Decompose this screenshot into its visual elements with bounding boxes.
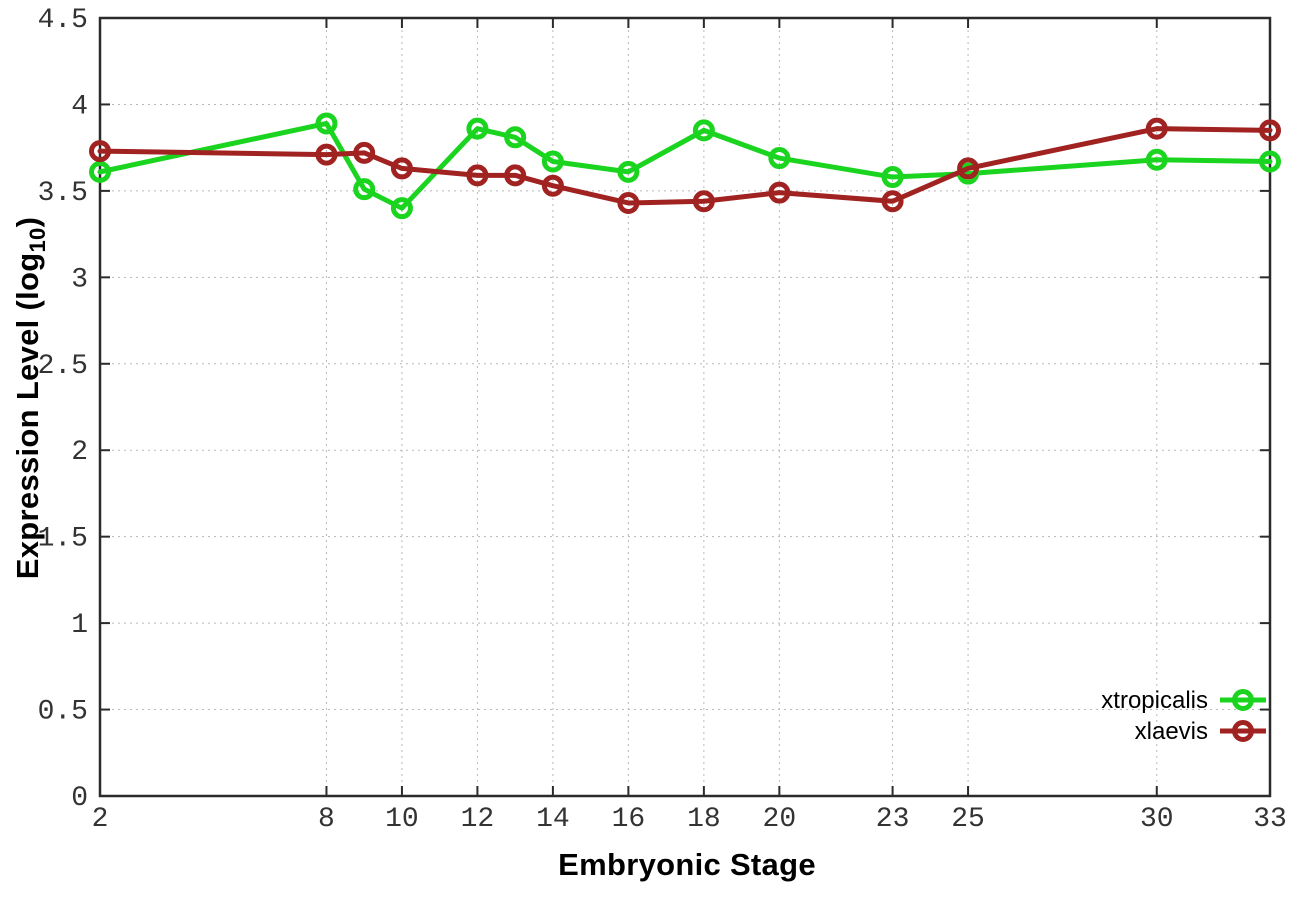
data-point-xtropicalis	[541, 150, 564, 173]
data-point-xlaevis	[504, 164, 527, 187]
data-point-xlaevis	[617, 191, 640, 214]
y-tick-label: 2	[71, 437, 88, 468]
x-axis-title: Embryonic Stage	[558, 847, 816, 882]
x-tick-label: 16	[612, 804, 646, 835]
y-tick-label: 4	[71, 91, 88, 122]
x-tick-label: 25	[951, 804, 985, 835]
x-tick-label: 14	[536, 804, 570, 835]
data-point-xtropicalis	[390, 197, 413, 220]
data-point-xtropicalis	[466, 117, 489, 140]
data-point-xlaevis	[353, 141, 376, 164]
x-tick-label: 10	[385, 804, 419, 835]
data-point-xtropicalis	[315, 112, 338, 135]
data-point-xtropicalis	[1145, 148, 1168, 171]
x-tick-label: 8	[318, 804, 335, 835]
y-tick-label: 4.5	[38, 5, 88, 36]
data-point-xtropicalis	[504, 126, 527, 149]
y-tick-label: 3.5	[38, 178, 88, 209]
data-point-xtropicalis	[617, 160, 640, 183]
y-tick-label: 1.5	[38, 524, 88, 555]
legend-marker-xtropicalis	[1232, 689, 1254, 711]
data-point-xtropicalis	[1259, 150, 1281, 173]
x-tick-label: 12	[461, 804, 495, 835]
data-point-xtropicalis	[692, 119, 715, 142]
y-tick-label: 0.5	[38, 697, 88, 728]
data-point-xlaevis	[1145, 117, 1168, 140]
data-point-xlaevis	[768, 181, 791, 204]
legend-marker-xlaevis	[1232, 720, 1254, 742]
legend-label-xtropicalis: xtropicalis	[1101, 687, 1208, 714]
data-point-xlaevis	[390, 157, 413, 180]
data-point-xlaevis	[692, 190, 715, 213]
data-point-xtropicalis	[89, 160, 111, 183]
y-axis-title-subscript: 10	[25, 227, 51, 253]
data-point-xtropicalis	[353, 178, 376, 201]
x-tick-label: 23	[876, 804, 910, 835]
y-tick-label: 0	[71, 783, 88, 814]
x-tick-label: 18	[687, 804, 721, 835]
data-point-xtropicalis	[768, 147, 791, 170]
legend-label-xlaevis: xlaevis	[1135, 718, 1208, 745]
y-tick-label: 2.5	[38, 351, 88, 382]
x-tick-label: 33	[1253, 804, 1287, 835]
data-point-xlaevis	[466, 164, 489, 187]
x-tick-label: 2	[92, 804, 109, 835]
x-tick-label: 30	[1140, 804, 1174, 835]
data-point-xlaevis	[89, 140, 111, 163]
y-axis-title: Expression Level (log10)	[10, 216, 50, 580]
y-axis-title-text: Expression Level (log	[10, 252, 45, 580]
data-point-xlaevis	[315, 143, 338, 166]
y-tick-label: 1	[71, 610, 88, 641]
data-point-xlaevis	[881, 190, 904, 213]
plot-border	[98, 16, 1272, 798]
series-line-xtropicalis	[97, 120, 1273, 211]
data-point-xlaevis	[1259, 119, 1281, 142]
y-tick-label: 3	[71, 264, 88, 295]
data-point-xlaevis	[541, 174, 564, 197]
data-point-xlaevis	[957, 157, 980, 180]
y-axis-title-suffix: )	[10, 216, 45, 228]
data-point-xtropicalis	[881, 166, 904, 189]
x-tick-label: 20	[763, 804, 797, 835]
